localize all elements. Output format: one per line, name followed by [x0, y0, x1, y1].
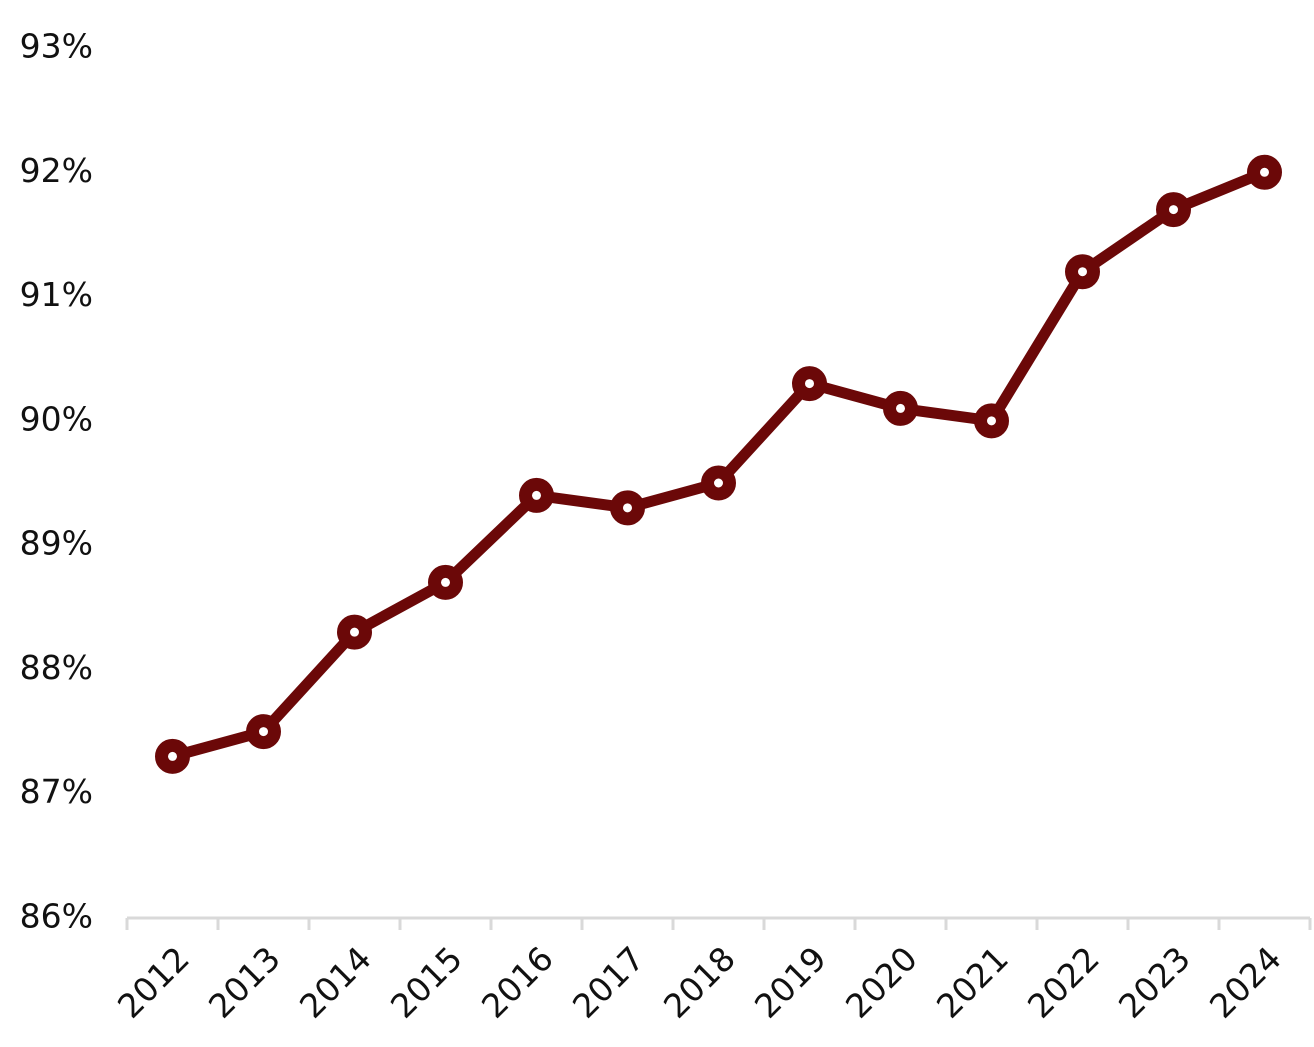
- point: [974, 403, 1009, 439]
- x-tick-label: 2019: [747, 939, 834, 1026]
- point: [792, 366, 827, 402]
- y-tick-label: 92%: [20, 151, 93, 190]
- y-tick-label: 90%: [20, 399, 93, 438]
- point: [155, 738, 190, 774]
- point: [337, 614, 372, 650]
- x-tick-label: 2015: [383, 939, 470, 1026]
- point: [1156, 192, 1191, 228]
- x-tick-label: 2013: [201, 939, 288, 1026]
- y-tick-label: 89%: [20, 524, 93, 563]
- point: [246, 714, 281, 750]
- point: [1247, 154, 1282, 190]
- point: [1065, 254, 1100, 290]
- y-tick-label: 93%: [20, 27, 93, 66]
- x-tick-label: 2016: [474, 939, 561, 1026]
- line: [171, 167, 1267, 762]
- x-tick-label: 2023: [1111, 939, 1198, 1026]
- point: [883, 390, 918, 426]
- point: [610, 490, 645, 526]
- point: [701, 465, 736, 501]
- x-tick-label: 2012: [110, 939, 197, 1026]
- x-tick-label: 2014: [292, 939, 379, 1026]
- x-tick-label: 2020: [838, 939, 925, 1026]
- y-tick-label: 86%: [20, 897, 93, 936]
- x-tick-label: 2021: [929, 939, 1016, 1026]
- point: [519, 477, 554, 513]
- y-tick-label: 87%: [20, 772, 93, 811]
- y-tick-label: 88%: [20, 648, 93, 687]
- x-tick-label: 2022: [1020, 939, 1107, 1026]
- x-tick-label: 2017: [565, 939, 652, 1026]
- x-tick-label: 2024: [1202, 939, 1289, 1026]
- y-tick-label: 91%: [20, 275, 93, 314]
- point: [428, 564, 463, 600]
- x-tick-label: 2018: [656, 939, 743, 1026]
